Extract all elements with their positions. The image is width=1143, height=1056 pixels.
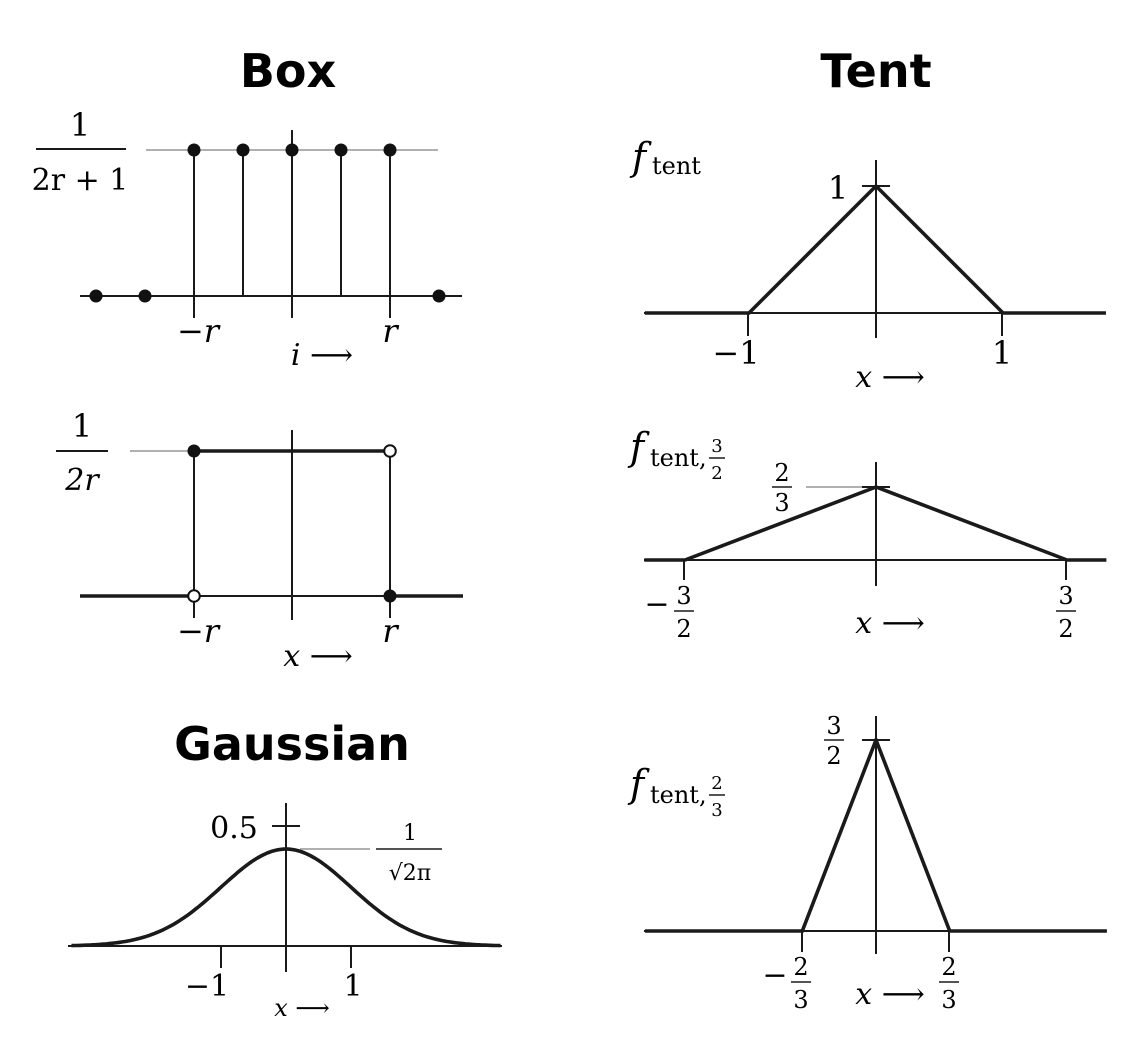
box-continuous-open-bottom-left xyxy=(187,589,201,603)
gaussian-x-label: x ⟶ xyxy=(274,994,330,1022)
tent-2-tick-left-num: 3 xyxy=(676,582,691,610)
box-discrete-plot: 1 2r + 1 −r r i ⟶ xyxy=(32,106,462,373)
tent-3-tick-right-den: 3 xyxy=(941,986,956,1014)
box-discrete-sample xyxy=(236,143,250,157)
box-continuous-tick-left-label: −r xyxy=(177,612,221,650)
heading-tent: Tent xyxy=(820,44,931,98)
box-continuous-plot: 1 2r −r r x ⟶ xyxy=(56,407,463,674)
tent-2-tick-right-num: 3 xyxy=(1058,582,1073,610)
tent-1-peak-label: 1 xyxy=(828,169,848,207)
box-discrete-tick-left-label: −r xyxy=(177,312,221,350)
tent-1-tick-left-label: −1 xyxy=(712,334,759,372)
tent-1-curve xyxy=(644,183,1106,315)
tent-3-curve xyxy=(645,734,1107,933)
box-discrete-sample xyxy=(285,143,299,157)
tent-2-peak-den: 3 xyxy=(774,489,789,517)
box-discrete-sample xyxy=(383,143,397,157)
tent-2-tick-right-den: 2 xyxy=(1058,615,1073,643)
box-discrete-sample xyxy=(334,143,348,157)
box-discrete-sample xyxy=(187,143,201,157)
tent-3-x-label: x ⟶ xyxy=(855,977,924,1012)
box-continuous-y-den: 2r xyxy=(64,463,100,498)
tent-3-peak-num: 3 xyxy=(826,712,841,740)
gaussian-tick-left-label: −1 xyxy=(185,969,229,1004)
tent-3-plot: f tent, 2 3 3 2 − 2 3 2 3 x ⟶ xyxy=(627,712,1107,1014)
tent-1-f-sub: tent xyxy=(652,152,701,180)
tent-3-f-sub-num: 2 xyxy=(711,773,722,794)
box-continuous-open-top-right xyxy=(383,444,397,458)
box-continuous-y-num: 1 xyxy=(72,407,92,445)
tent-2-f-sub-num: 3 xyxy=(711,436,722,457)
gaussian-curve xyxy=(71,847,501,948)
tent-3-tick-left-sign: − xyxy=(762,958,787,993)
tent-3-f-sub-den: 3 xyxy=(711,800,722,821)
box-discrete-x-label: i ⟶ xyxy=(291,338,353,373)
tent-2-f: f xyxy=(627,425,650,469)
gaussian-plot: 0.5 1 √2π −1 1 x ⟶ xyxy=(68,803,502,1022)
tent-2-tick-left-sign: − xyxy=(644,587,669,622)
heading-box: Box xyxy=(240,44,336,98)
box-discrete-samples xyxy=(89,143,446,303)
tent-1-f: f xyxy=(629,135,652,179)
box-discrete-sample xyxy=(89,289,103,303)
tent-1-plot: f tent 1 −1 1 x ⟶ xyxy=(629,135,1106,395)
box-continuous-closed-top-left xyxy=(187,444,201,458)
tent-3-tick-left-den: 3 xyxy=(793,986,808,1014)
box-continuous-x-label: x ⟶ xyxy=(283,639,352,674)
tent-2-x-label: x ⟶ xyxy=(855,606,924,641)
tent-3-tick-left-num: 2 xyxy=(793,953,808,981)
tent-1-x-label: x ⟶ xyxy=(855,360,924,395)
box-discrete-y-den: 2r + 1 xyxy=(32,163,129,198)
tent-3-peak-den: 2 xyxy=(826,742,841,770)
box-discrete-tick-right-label: r xyxy=(382,312,399,350)
tent-2-plot: f tent, 3 2 2 3 − 3 2 3 2 x ⟶ xyxy=(627,425,1107,643)
box-discrete-y-num: 1 xyxy=(70,106,90,144)
box-continuous-closed-bottom-right xyxy=(383,589,397,603)
tent-2-f-sub: tent, xyxy=(650,444,707,472)
gaussian-tick-right-label: 1 xyxy=(343,969,362,1004)
gaussian-peak-value-num: 1 xyxy=(403,821,417,846)
tent-2-peak-num: 2 xyxy=(774,459,789,487)
tent-3-f-sub: tent, xyxy=(650,781,707,809)
heading-gaussian: Gaussian xyxy=(174,717,410,771)
box-discrete-sample xyxy=(432,289,446,303)
box-discrete-sample xyxy=(138,289,152,303)
gaussian-peak-value-den: √2π xyxy=(389,861,431,886)
tent-3-f: f xyxy=(627,762,650,806)
tent-2-tick-left-den: 2 xyxy=(676,615,691,643)
box-continuous-tick-right-label: r xyxy=(382,612,399,650)
tent-2-f-sub-den: 2 xyxy=(711,463,722,484)
tent-3-tick-right-num: 2 xyxy=(941,953,956,981)
tent-1-tick-right-label: 1 xyxy=(992,334,1012,372)
tent-2-curve xyxy=(644,485,1107,562)
gaussian-peak-tick-label: 0.5 xyxy=(210,811,258,846)
